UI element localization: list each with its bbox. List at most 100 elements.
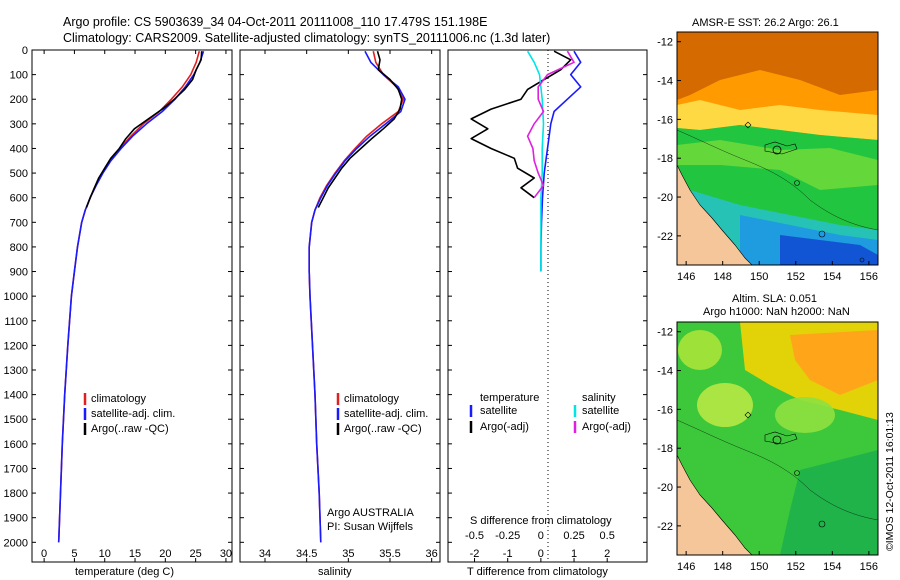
- legend-label-t-satellite: satellite: [480, 405, 517, 417]
- salinity-x-axis: 34 34.5 35 35.5 36: [259, 50, 438, 562]
- lon-tick-label: 154: [823, 561, 841, 573]
- argo-position-marker: [772, 145, 782, 155]
- x-tick-label: 34.5: [296, 548, 317, 560]
- s-diff-tick-label: 0.5: [600, 530, 615, 542]
- legend-title-salinity: salinity: [582, 392, 616, 404]
- depth-tick-label: 1400: [4, 390, 28, 402]
- lat-tick-label: -18: [657, 443, 673, 455]
- depth-tick-label: 1100: [4, 316, 28, 328]
- depth-tick-label: 200: [10, 94, 28, 106]
- temperature-panel: 0100200300400500600700800900100011001200…: [4, 45, 233, 578]
- sla-map-frame: [676, 321, 879, 556]
- difference-series: [470, 50, 582, 272]
- lat-tick-label: -16: [657, 114, 673, 126]
- lat-tick-label: -14: [657, 76, 673, 88]
- salinity-depth-ticks: [240, 49, 440, 543]
- sla-map-lon-axis: 146 148 150 152 154 156: [677, 551, 878, 573]
- depth-tick-label: 600: [10, 193, 28, 205]
- series-argo-line: [85, 51, 203, 208]
- lon-tick-label: 154: [823, 271, 841, 283]
- x-tick-label: 0: [41, 548, 47, 560]
- sla-map-panel: Altim. SLA: 0.051 Argo h1000: NaN h2000:…: [657, 293, 879, 573]
- difference-x-axis: -2 -1 0 1 2 -0.5 -0.25 0 0.25 0.5: [465, 530, 615, 562]
- lat-tick-label: -20: [657, 482, 673, 494]
- lon-tick-label: 146: [677, 271, 695, 283]
- sst-map-title: AMSR-E SST: 26.2 Argo: 26.1: [692, 17, 839, 29]
- salinity-legend: climatology satellite-adj. clim. Argo(..…: [336, 393, 428, 435]
- difference-legend: temperature satellite Argo(-adj) salinit…: [469, 392, 631, 433]
- sst-map-lon-axis: 146 148 150 152 154 156: [677, 261, 878, 283]
- sst-field: [677, 32, 878, 265]
- legend-title-temperature: temperature: [480, 392, 539, 404]
- salinity-xlabel: salinity: [318, 566, 352, 578]
- temperature-legend: climatology satellite-adj. clim. Argo(..…: [83, 393, 175, 435]
- sst-map-lat-axis: -12 -14 -16 -18 -20 -22: [657, 37, 681, 243]
- lat-tick-label: -22: [657, 231, 673, 243]
- lon-tick-label: 150: [750, 271, 768, 283]
- salinity-axes-frame: [239, 49, 441, 563]
- depth-tick-label: 1500: [4, 414, 28, 426]
- sst-map-frame: [676, 31, 879, 266]
- temperature-series: [57, 50, 205, 543]
- lat-tick-label: -18: [657, 153, 673, 165]
- s-diff-tick-label: 0.25: [563, 530, 584, 542]
- sla-map-lat-axis: -12 -14 -16 -18 -20 -22: [657, 327, 681, 533]
- lon-tick-label: 152: [787, 271, 805, 283]
- lat-tick-label: -14: [657, 366, 673, 378]
- series-satellite-adj-line: [308, 50, 406, 543]
- s-difference-label: S difference from climatology: [470, 515, 612, 527]
- t-difference-label: T difference from climatology: [467, 566, 608, 578]
- legend-label-argo: Argo(..raw -QC): [344, 423, 422, 435]
- x-tick-label: 35.5: [379, 548, 400, 560]
- lon-tick-label: 152: [787, 561, 805, 573]
- lon-tick-label: 150: [750, 561, 768, 573]
- difference-panel: -2 -1 0 1 2 -0.5 -0.25 0 0.25 0.5 S difference fr…: [447, 49, 648, 578]
- sla-map-title-line-2: Argo h1000: NaN h2000: NaN: [703, 306, 850, 318]
- figure-title-line-1: Argo profile: CS 5903639_34 04-Oct-2011 …: [63, 15, 487, 29]
- argo-position-marker-sla: [772, 435, 782, 445]
- series-argo-line: [317, 50, 403, 208]
- argo-pi-label: PI: Susan Wijffels: [327, 521, 413, 533]
- lat-tick-label: -22: [657, 521, 673, 533]
- t-diff-tick-label: 2: [604, 548, 610, 560]
- depth-tick-label: 1300: [4, 365, 28, 377]
- x-tick-label: 10: [99, 548, 111, 560]
- x-tick-label: 36: [426, 548, 438, 560]
- legend-label-satellite: satellite-adj. clim.: [344, 408, 428, 420]
- lat-tick-label: -20: [657, 192, 673, 204]
- legend-label-climatology: climatology: [344, 393, 400, 405]
- t-diff-tick-label: -2: [470, 548, 480, 560]
- s-diff-tick-label: -0.5: [465, 530, 484, 542]
- x-tick-label: 30: [220, 548, 232, 560]
- lon-tick-label: 156: [860, 271, 878, 283]
- legend-label-t-argo: Argo(-adj): [480, 421, 529, 433]
- australia-landmass-sla: [677, 454, 753, 555]
- x-tick-label: 20: [159, 548, 171, 560]
- x-tick-label: 34: [259, 548, 271, 560]
- lon-tick-label: 156: [860, 561, 878, 573]
- x-tick-label: 5: [71, 548, 77, 560]
- legend-label-climatology: climatology: [91, 393, 147, 405]
- depth-tick-label: 300: [10, 119, 28, 131]
- sla-field: [677, 322, 878, 555]
- depth-tick-label: 2000: [4, 537, 28, 549]
- depth-tick-label: 900: [10, 267, 28, 279]
- depth-tick-label: 1800: [4, 488, 28, 500]
- temperature-xlabel: temperature (deg C): [75, 566, 174, 578]
- salinity-series: [308, 50, 406, 543]
- depth-tick-label: 500: [10, 168, 28, 180]
- x-tick-label: 35: [342, 548, 354, 560]
- lat-tick-label: -12: [657, 327, 673, 339]
- sst-map-panel: AMSR-E SST: 26.2 Argo: 26.1 146 148 150 152…: [657, 17, 879, 283]
- series-s-satellite-diff-line: [526, 50, 545, 272]
- temperature-x-axis: 0 5 10 15 20 25 30: [41, 50, 232, 562]
- t-diff-tick-label: 1: [571, 548, 577, 560]
- depth-tick-label: 1000: [4, 291, 28, 303]
- sla-map-title-line-1: Altim. SLA: 0.051: [732, 293, 817, 305]
- depth-tick-label: 1600: [4, 439, 28, 451]
- lat-tick-label: -16: [657, 404, 673, 416]
- lat-tick-label: -12: [657, 37, 673, 49]
- series-s-argo-diff-line: [526, 50, 575, 199]
- x-tick-label: 25: [190, 548, 202, 560]
